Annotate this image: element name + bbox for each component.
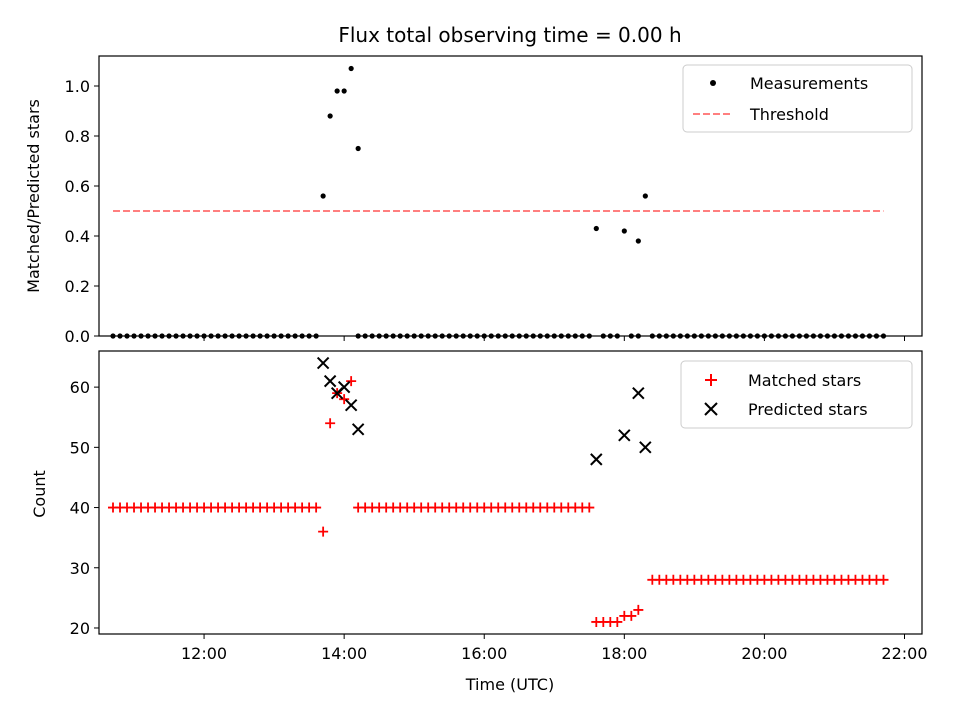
chart-title: Flux total observing time = 0.00 h: [338, 23, 681, 47]
matched-star-point: [612, 616, 623, 627]
matched-stars-legend-label: Matched stars: [748, 371, 861, 390]
measurement-point: [635, 238, 641, 244]
bottom-plot-frame: [98, 350, 923, 635]
predicted-stars-legend-marker: [704, 402, 718, 416]
measurements-legend-label: Measurements: [750, 74, 868, 93]
matched-star-point: [878, 574, 889, 585]
measurement-point: [621, 228, 627, 234]
x-tick-label: 18:00: [601, 644, 647, 663]
top-y-tick-label: 0.0: [65, 327, 90, 346]
bottom-y-axis-label: Count: [30, 470, 49, 518]
measurement-point: [334, 88, 340, 94]
x-tick-label: 16:00: [461, 644, 507, 663]
top-legend: Measurements Threshold: [682, 64, 913, 133]
measurement-point: [355, 145, 361, 152]
top-y-tick-label: 0.6: [65, 177, 90, 196]
matched-star-point: [346, 376, 357, 387]
top-plot-frame: [98, 55, 923, 337]
matched-stars-legend-marker: [705, 374, 717, 386]
predicted-star-point: [632, 386, 645, 400]
matched-star-point: [311, 502, 322, 513]
predicted-stars-legend-label: Predicted stars: [748, 400, 868, 419]
matched-star-point: [584, 502, 595, 513]
bottom-y-tick-label: 40: [70, 499, 90, 518]
top-axis-ticks: 0.0 0.2 0.4 0.6 0.8 1.0: [65, 77, 905, 346]
bottom-y-tick-label: 20: [70, 619, 90, 638]
top-y-tick-label: 0.8: [65, 127, 90, 146]
predicted-star-point: [351, 423, 365, 436]
star-count-panel: Count Time (UTC) 12:00 14:00 16:00 18:00 20:…: [30, 350, 928, 694]
matched-star-point: [325, 418, 336, 429]
predicted-star-point: [323, 374, 337, 388]
matched-star-point: [633, 604, 644, 615]
bottom-y-tick-label: 30: [70, 559, 90, 578]
bottom-axis-ticks: 12:00 14:00 16:00 18:00 20:00 22:00 20 30 40 50 60: [70, 378, 928, 663]
top-y-tick-label: 0.4: [65, 227, 90, 246]
measurement-point: [341, 88, 347, 94]
x-tick-label: 14:00: [321, 644, 367, 663]
matched-star-point: [318, 526, 329, 537]
flux-ratio-panel: Flux total observing time = 0.00 h Match…: [24, 23, 923, 346]
x-tick-label: 12:00: [181, 644, 227, 663]
x-axis-label: Time (UTC): [465, 675, 554, 694]
top-y-tick-label: 0.2: [65, 277, 90, 296]
predicted-star-point: [590, 453, 603, 466]
bottom-legend: Matched stars Predicted stars: [680, 360, 913, 429]
measurement-point: [327, 113, 333, 119]
threshold-legend-label: Threshold: [749, 105, 829, 124]
top-y-tick-label: 1.0: [65, 77, 90, 96]
x-tick-label: 22:00: [881, 644, 927, 663]
bottom-plot-content: [108, 356, 889, 627]
bottom-legend-box: [680, 360, 913, 429]
measurement-point: [642, 193, 648, 199]
predicted-star-point: [344, 398, 358, 412]
measurement-point: [593, 225, 599, 232]
measurements-legend-marker: [710, 80, 716, 86]
bottom-y-tick-label: 50: [70, 438, 90, 457]
matched-star-point: [626, 610, 637, 621]
predicted-star-point: [618, 429, 631, 442]
bottom-y-tick-label: 60: [70, 378, 90, 397]
x-tick-label: 20:00: [741, 644, 787, 663]
matched-star-point: [339, 394, 350, 405]
predicted-star-point: [639, 441, 652, 454]
predicted-star-point: [337, 380, 351, 394]
measurement-point: [348, 65, 354, 72]
top-legend-box: [682, 64, 913, 133]
top-y-axis-label: Matched/Predicted stars: [24, 99, 43, 293]
measurement-point: [320, 193, 326, 199]
predicted-star-point: [316, 356, 330, 370]
